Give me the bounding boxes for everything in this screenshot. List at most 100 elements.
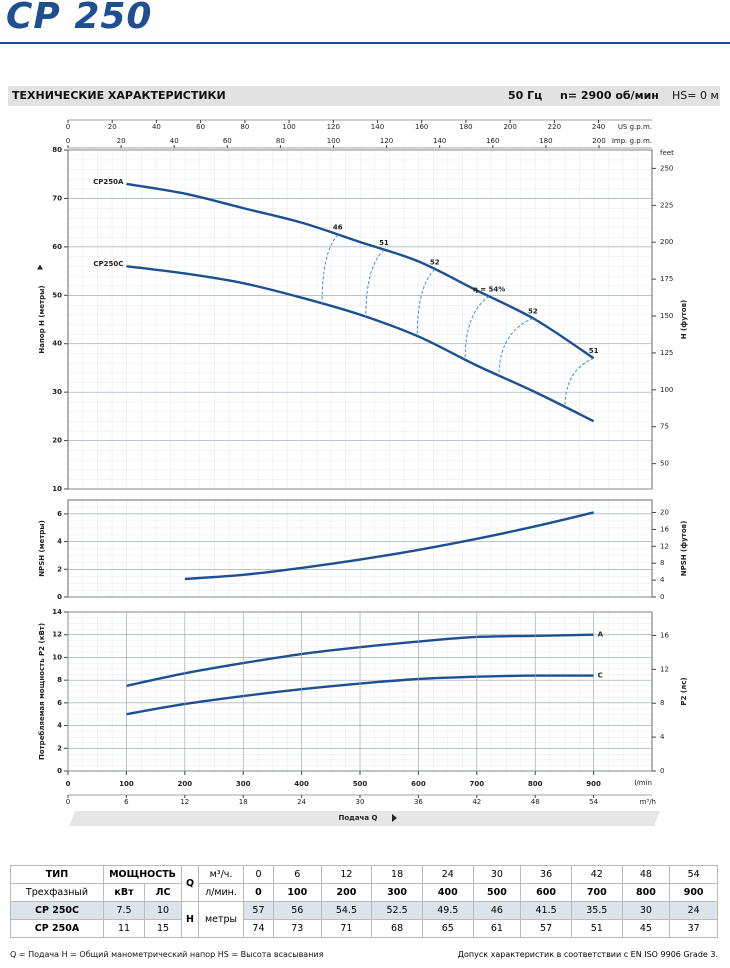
header-bar: ТЕХНИЧЕСКИЕ ХАРАКТЕРИСТИКИ 50 Гц n= 2900… — [8, 86, 720, 106]
table-cell: 42 — [570, 865, 623, 884]
table-cell: 300 — [371, 883, 423, 902]
table-cell: 6 — [272, 865, 322, 884]
y-tick-label: 50 — [52, 291, 62, 299]
table-cell: ЛС — [144, 883, 182, 902]
table-cell: 41.5 — [520, 901, 572, 920]
table-cell: 18 — [371, 865, 423, 884]
table-row: Трехфазный кВт ЛС л/мин. 0 100 200 300 400 500 600… — [10, 883, 718, 902]
top-tick-label: 20 — [108, 123, 117, 131]
table-cell: 52.5 — [371, 901, 423, 920]
table-cell: 11 — [103, 919, 145, 938]
top-tick-label: 160 — [486, 137, 499, 145]
x-tick-label: 400 — [294, 780, 309, 788]
table-cell: 30 — [621, 901, 671, 920]
y2-unit: feet — [660, 149, 674, 157]
top-axis-unit: US g.p.m. — [618, 123, 652, 131]
table-cell: 73 — [272, 919, 322, 938]
table-cell: 57 — [243, 901, 274, 920]
efficiency-label: 51 — [589, 347, 599, 355]
top-tick-label: 0 — [66, 123, 70, 131]
y-tick-label: 2 — [57, 565, 62, 573]
curve-label: CP250A — [93, 178, 124, 186]
table-cell: 200 — [320, 883, 373, 902]
y2-tick-label: 4 — [660, 576, 665, 584]
table-cell: 65 — [421, 919, 474, 938]
table-row: CP 250A 11 15 74 73 71 68 65 61 57 51 45 37 — [10, 919, 718, 938]
top-tick-label: 120 — [327, 123, 340, 131]
top-tick-label: 180 — [539, 137, 552, 145]
y-tick-label: 10 — [52, 485, 62, 493]
header-hs: HS= 0 м — [672, 89, 719, 102]
table-cell: 100 — [272, 883, 322, 902]
curve-label: CP250C — [93, 260, 123, 268]
x-unit: l/min — [634, 779, 652, 787]
plot-grid — [68, 500, 652, 597]
top-tick-label: 140 — [371, 123, 384, 131]
y-tick-label: 30 — [52, 388, 62, 396]
table-cell: 36 — [520, 865, 572, 884]
y-tick-label: 2 — [57, 744, 62, 752]
efficiency-line — [498, 317, 534, 376]
y-tick-label: 12 — [52, 631, 62, 639]
y2-tick-label: 75 — [660, 423, 669, 431]
y2-tick-label: 16 — [660, 631, 669, 639]
top-tick-label: 200 — [592, 137, 605, 145]
y-tick-label: 6 — [57, 699, 62, 707]
y2-tick-label: 150 — [660, 312, 673, 320]
y2-tick-label: 12 — [660, 542, 669, 550]
table-cell: 49.5 — [421, 901, 474, 920]
efficiency-line — [365, 249, 385, 317]
x-tick-label: 300 — [236, 780, 251, 788]
curve — [126, 182, 595, 360]
x2-tick-label: 0 — [66, 798, 70, 806]
axis-arrow — [37, 264, 43, 270]
y2-tick-label: 250 — [660, 164, 673, 172]
header-left: ТЕХНИЧЕСКИЕ ХАРАКТЕРИСТИКИ — [12, 89, 226, 102]
x-tick-label: 700 — [469, 780, 484, 788]
table-cell: 37 — [669, 919, 718, 938]
y2-tick-label: 4 — [660, 733, 665, 741]
y2-tick-label: 8 — [660, 559, 664, 567]
x2-tick-label: 54 — [589, 798, 598, 806]
table-cell: МОЩНОСТЬ — [103, 865, 182, 884]
top-tick-label: 0 — [66, 137, 70, 145]
table-cell: ТИП — [10, 865, 104, 884]
efficiency-line — [321, 234, 339, 304]
table-cell: CP 250C — [10, 901, 104, 920]
y2-tick-label: 20 — [660, 509, 669, 517]
table-cell: Трехфазный — [10, 883, 104, 902]
table-cell: м³/ч. — [198, 865, 244, 884]
table-cell: 12 — [320, 865, 373, 884]
top-tick-label: 80 — [276, 137, 285, 145]
x-tick-label: 900 — [586, 780, 601, 788]
table-cell: л/мин. — [198, 883, 244, 902]
table-cell: 0 — [243, 865, 274, 884]
table-cell: 10 — [144, 901, 182, 920]
y2-tick-label: 0 — [660, 767, 664, 775]
x2-tick-label: 6 — [124, 798, 129, 806]
chart: 1020304050607080507510012515017520022525… — [37, 119, 688, 826]
y-tick-label: 4 — [57, 722, 62, 730]
top-tick-label: 240 — [592, 123, 605, 131]
y2-tick-label: 50 — [660, 460, 669, 468]
x-axis-label: Подача Q — [339, 814, 378, 822]
table-cell: CP 250A — [10, 919, 104, 938]
table-cell: 400 — [421, 883, 474, 902]
curve — [184, 511, 594, 581]
top-axis-unit: Imp. g.p.m. — [612, 137, 652, 145]
table-cell: 54 — [669, 865, 718, 884]
x2-unit: m³/h — [640, 798, 656, 806]
efficiency-label: 52 — [430, 259, 440, 267]
table-cell: 61 — [472, 919, 522, 938]
top-tick-label: 40 — [152, 123, 161, 131]
y2-tick-label: 225 — [660, 201, 673, 209]
y-tick-label: 0 — [57, 767, 62, 775]
table-cell: 51 — [570, 919, 623, 938]
table-cell: 15 — [144, 919, 182, 938]
top-tick-label: 220 — [548, 123, 561, 131]
y-tick-label: 0 — [57, 593, 62, 601]
header-freq: 50 Гц — [508, 89, 543, 102]
y-tick-label: 8 — [57, 676, 62, 684]
